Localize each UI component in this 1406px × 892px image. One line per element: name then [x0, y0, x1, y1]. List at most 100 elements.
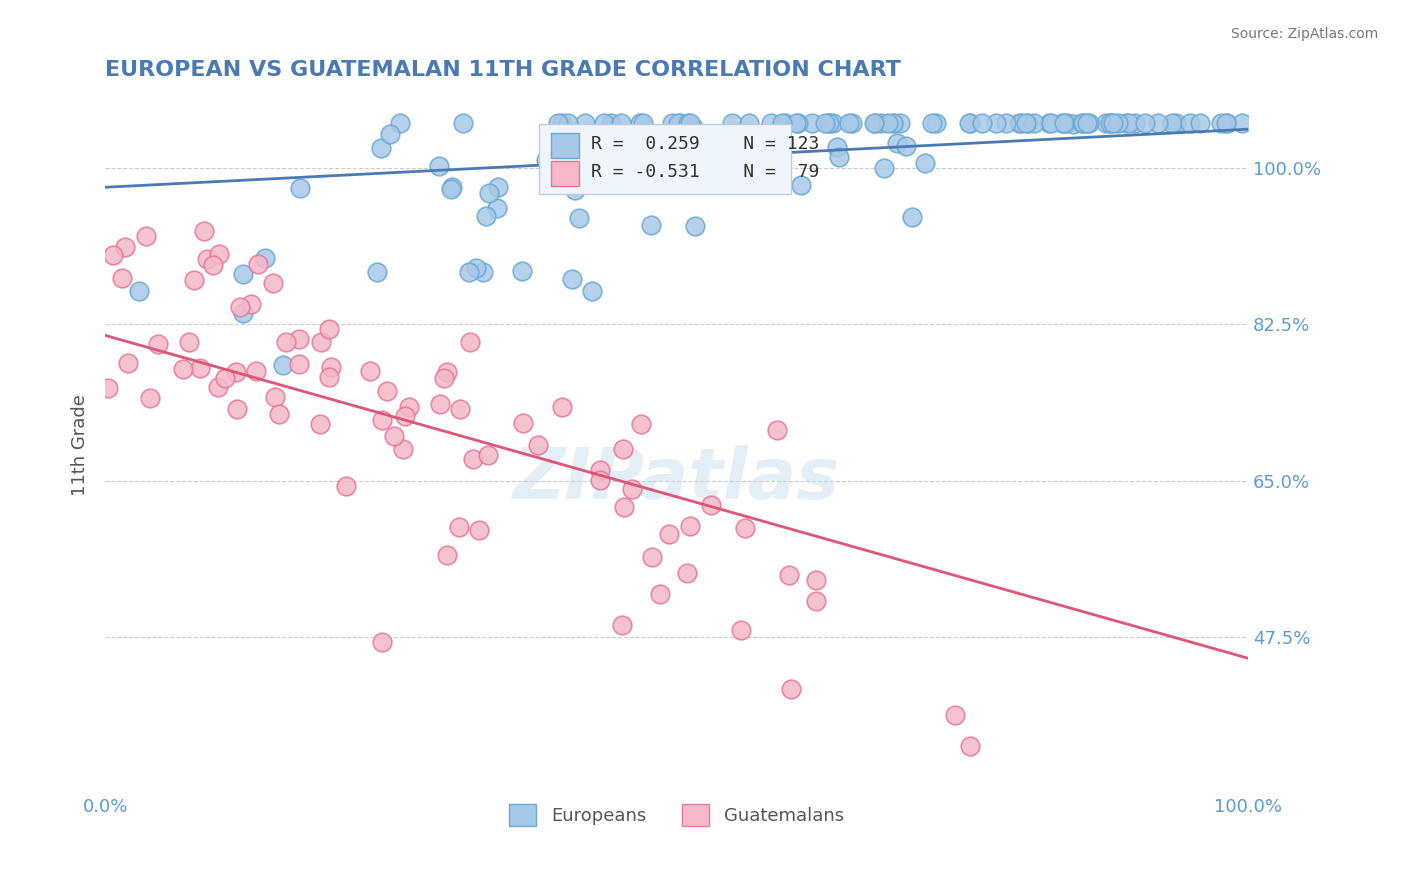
- Point: [621, 482, 644, 496]
- Point: [862, 116, 884, 130]
- Point: [882, 116, 904, 130]
- Point: [526, 437, 548, 451]
- Point: [675, 566, 697, 581]
- Point: [925, 116, 948, 130]
- Point: [1098, 116, 1121, 130]
- Point: [177, 334, 200, 349]
- Point: [780, 681, 803, 696]
- Point: [894, 139, 917, 153]
- Point: [366, 265, 388, 279]
- Point: [384, 428, 406, 442]
- Point: [957, 116, 980, 130]
- Point: [429, 397, 451, 411]
- Point: [883, 116, 905, 130]
- Point: [550, 400, 572, 414]
- Point: [195, 252, 218, 266]
- Point: [148, 337, 170, 351]
- Point: [101, 248, 124, 262]
- Point: [512, 416, 534, 430]
- Point: [461, 452, 484, 467]
- Point: [870, 116, 893, 130]
- Point: [398, 400, 420, 414]
- Point: [630, 417, 652, 432]
- Point: [676, 116, 699, 130]
- Point: [610, 116, 633, 130]
- Point: [1230, 116, 1253, 130]
- Point: [262, 276, 284, 290]
- Point: [468, 524, 491, 538]
- Point: [214, 371, 236, 385]
- Legend: Europeans, Guatemalans: Europeans, Guatemalans: [502, 797, 851, 833]
- Point: [288, 357, 311, 371]
- Point: [568, 211, 591, 226]
- Point: [631, 116, 654, 130]
- Point: [972, 116, 994, 130]
- Point: [613, 500, 636, 514]
- Point: [724, 132, 747, 146]
- Point: [1188, 116, 1211, 130]
- Point: [838, 116, 860, 130]
- Point: [817, 116, 839, 130]
- Point: [1071, 116, 1094, 130]
- Point: [593, 116, 616, 130]
- Point: [225, 365, 247, 379]
- Point: [785, 116, 807, 130]
- Point: [557, 116, 579, 130]
- Point: [877, 116, 900, 130]
- Point: [581, 284, 603, 298]
- Point: [388, 116, 411, 130]
- Point: [734, 521, 756, 535]
- Point: [183, 273, 205, 287]
- Point: [814, 116, 837, 130]
- Point: [1052, 116, 1074, 130]
- Point: [863, 116, 886, 130]
- Point: [1215, 116, 1237, 130]
- Point: [547, 116, 569, 130]
- Point: [731, 154, 754, 169]
- Point: [510, 263, 533, 277]
- Point: [440, 182, 463, 196]
- Point: [761, 116, 783, 130]
- Point: [309, 417, 332, 431]
- Point: [1178, 116, 1201, 130]
- Bar: [551, 134, 579, 158]
- Point: [818, 116, 841, 130]
- Point: [901, 210, 924, 224]
- Point: [669, 116, 692, 130]
- Point: [269, 407, 291, 421]
- Point: [1118, 116, 1140, 130]
- Point: [436, 365, 458, 379]
- Point: [886, 136, 908, 151]
- Point: [447, 519, 470, 533]
- Point: [548, 176, 571, 190]
- Point: [475, 209, 498, 223]
- Point: [889, 116, 911, 130]
- Point: [641, 550, 664, 565]
- Point: [574, 116, 596, 130]
- Point: [207, 380, 229, 394]
- Point: [564, 183, 586, 197]
- Point: [477, 448, 499, 462]
- Point: [1062, 118, 1084, 132]
- Point: [335, 479, 357, 493]
- Point: [440, 179, 463, 194]
- Point: [959, 116, 981, 130]
- Point: [201, 258, 224, 272]
- Point: [806, 573, 828, 587]
- Point: [534, 153, 557, 168]
- Text: ZIPatlas: ZIPatlas: [513, 445, 841, 514]
- Point: [773, 116, 796, 130]
- Point: [1017, 116, 1039, 130]
- Point: [737, 131, 759, 145]
- Point: [661, 116, 683, 130]
- Y-axis label: 11th Grade: 11th Grade: [72, 394, 89, 496]
- Point: [666, 116, 689, 130]
- Point: [914, 155, 936, 169]
- Point: [1071, 116, 1094, 130]
- Point: [172, 362, 194, 376]
- Point: [458, 334, 481, 349]
- Point: [841, 116, 863, 130]
- Point: [486, 180, 509, 194]
- Point: [984, 116, 1007, 130]
- Point: [472, 264, 495, 278]
